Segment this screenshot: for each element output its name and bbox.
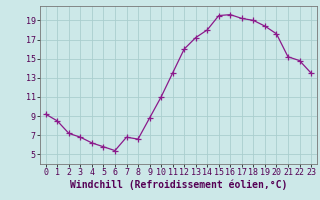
X-axis label: Windchill (Refroidissement éolien,°C): Windchill (Refroidissement éolien,°C) [70, 180, 287, 190]
